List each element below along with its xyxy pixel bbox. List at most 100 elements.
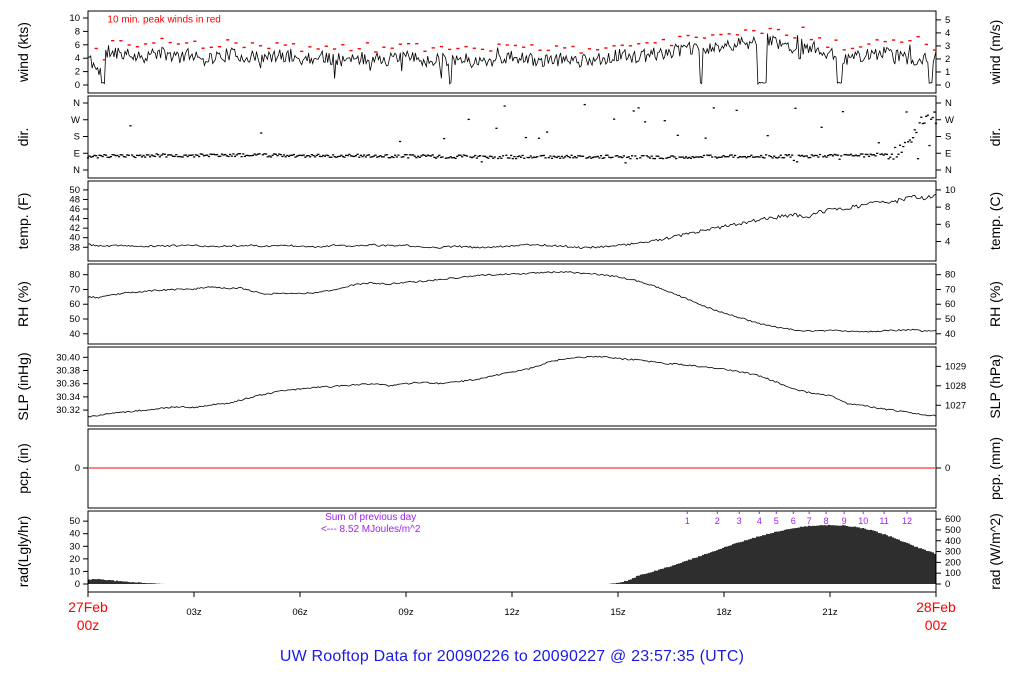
direction-dot	[405, 154, 408, 156]
direction-dot	[93, 154, 96, 157]
radiation-bar	[834, 525, 836, 584]
radiation-bar	[812, 525, 814, 584]
rad-left-tick-label: 10	[69, 566, 80, 577]
wind-left-axis-title: wind (kts)	[15, 22, 31, 83]
radiation-bar	[662, 568, 664, 584]
solar-radiation-area	[88, 524, 936, 584]
direction-dot	[111, 154, 114, 156]
end-date-label: 28Feb	[916, 599, 956, 615]
hour-mark-label: 9	[842, 516, 847, 526]
temp-right-tick-label: 10	[945, 185, 956, 196]
wind-direction-scatter	[86, 103, 938, 164]
peak-wind-dash	[711, 34, 715, 36]
direction-dot	[898, 144, 902, 146]
direction-dot	[838, 158, 841, 160]
direction-dot	[456, 155, 459, 157]
wind-right-tick-label: 1	[945, 67, 950, 78]
direction-dot	[812, 155, 815, 157]
direction-dot	[447, 157, 451, 159]
direction-dot	[565, 154, 568, 157]
direction-dot	[162, 153, 165, 155]
radiation-bar	[760, 536, 762, 584]
peak-wind-dash	[94, 47, 98, 50]
direction-dot	[568, 156, 572, 159]
radiation-bar	[696, 557, 698, 584]
direction-dot	[536, 156, 539, 158]
direction-dot	[385, 154, 389, 156]
direction-dot	[640, 155, 643, 157]
rh-left-tick-label: 40	[69, 329, 80, 340]
radiation-bar	[110, 580, 112, 584]
direction-dot	[444, 157, 447, 159]
peak-wind-dash	[217, 46, 222, 48]
hour-mark-label: 5	[774, 516, 779, 526]
direction-dot	[778, 156, 781, 158]
direction-dot	[336, 155, 340, 158]
dir-left-axis-title: dir.	[15, 128, 31, 147]
direction-dot	[354, 155, 358, 157]
peak-wind-dash	[859, 46, 863, 48]
direction-dot	[776, 157, 779, 159]
radiation-bar	[90, 579, 92, 584]
direction-dot	[148, 156, 152, 158]
peak-wind-dash	[661, 38, 665, 41]
direction-dot	[588, 155, 591, 158]
direction-dot	[902, 145, 905, 148]
peak-wind-dash	[834, 39, 838, 41]
peak-wind-dash	[308, 46, 312, 48]
direction-dot	[343, 156, 346, 158]
direction-dot	[894, 146, 897, 149]
direction-dot	[861, 153, 864, 155]
direction-dot	[469, 156, 472, 158]
direction-dot	[905, 111, 908, 113]
wind-left-tick-label: 8	[75, 26, 80, 37]
direction-dot	[593, 156, 596, 158]
direction-dot	[439, 156, 443, 159]
direction-dot	[856, 155, 859, 157]
pcp-left-tick-label: 0	[75, 463, 80, 474]
direction-dot	[629, 157, 632, 160]
direction-dot	[457, 154, 460, 156]
direction-dot	[196, 154, 199, 156]
direction-dot	[202, 155, 206, 157]
direction-dot	[586, 157, 590, 159]
direction-dot	[885, 153, 889, 156]
direction-dot	[689, 157, 693, 160]
direction-dot	[289, 154, 292, 157]
direction-dot	[601, 157, 604, 160]
direction-dot	[925, 115, 928, 118]
direction-dot	[225, 155, 228, 157]
direction-dot	[789, 156, 792, 158]
direction-dot	[897, 153, 900, 155]
peak-wind-dash	[760, 32, 764, 35]
direction-dot	[297, 154, 300, 157]
direction-dot	[279, 153, 282, 156]
radiation-bar	[830, 525, 832, 584]
direction-dot	[434, 157, 438, 159]
radiation-bar	[750, 538, 752, 584]
direction-dot	[122, 155, 126, 158]
direction-dot	[645, 155, 648, 157]
direction-dot	[634, 155, 637, 157]
direction-dot	[258, 153, 261, 155]
direction-dot	[379, 155, 382, 157]
temp-left-axis-title: temp. (F)	[15, 193, 31, 250]
direction-dot	[199, 153, 202, 155]
direction-dot	[843, 153, 846, 156]
direction-dot	[879, 153, 882, 156]
direction-dot	[748, 155, 751, 158]
radiation-bar	[646, 573, 648, 584]
direction-dot	[738, 155, 742, 158]
direction-dot	[740, 156, 743, 158]
direction-dot	[99, 154, 103, 157]
direction-dot	[101, 155, 104, 158]
direction-dot	[910, 141, 913, 143]
peak-wind-dash	[119, 40, 123, 42]
peak-wind-dash	[891, 39, 896, 41]
direction-dot	[462, 154, 465, 156]
radiation-bar	[668, 567, 670, 584]
direction-dot	[318, 155, 322, 158]
hour-mark-label: 3	[737, 516, 742, 526]
direction-dot	[737, 156, 740, 159]
